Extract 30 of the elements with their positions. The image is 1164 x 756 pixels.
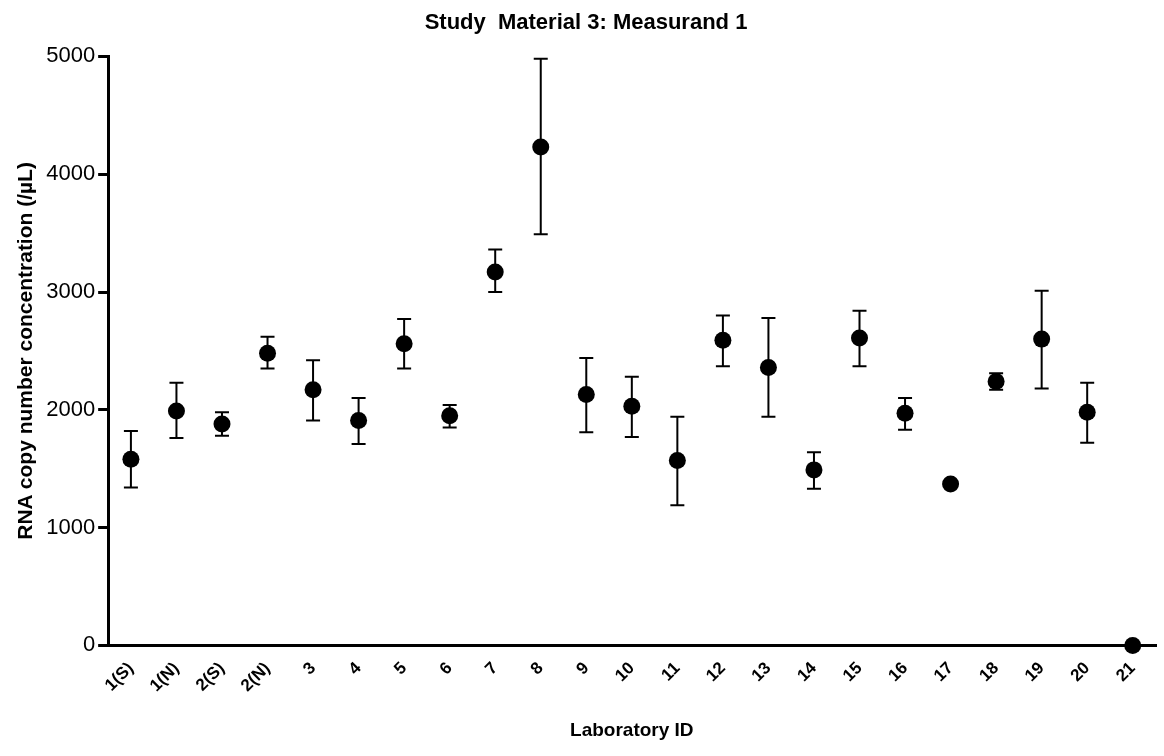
x-tick-label: 19 [1020, 658, 1048, 686]
chart-title: Study Material 3: Measurand 1 [424, 9, 748, 35]
x-tick-label: 13 [747, 658, 775, 686]
y-tick-label: 3000 [46, 278, 96, 304]
x-tick-label: 11 [657, 658, 684, 685]
point [1124, 636, 1142, 654]
x-tick-label: 20 [1066, 658, 1094, 686]
x-tick-label: 4 [344, 657, 366, 679]
x-tick-label: 15 [838, 658, 866, 686]
y-axis-title: RNA copy number concentration (/µL) [13, 162, 37, 540]
x-tick-label: 21 [1112, 658, 1139, 686]
x-tick-label: 14 [793, 657, 821, 686]
x-tick-label: 18 [975, 658, 1003, 686]
x-tick-label: 10 [611, 658, 638, 686]
y-tick-label: 2000 [46, 395, 96, 421]
x-tick-label: 17 [929, 658, 957, 686]
y-tick-label: 1000 [46, 513, 96, 539]
y-tick-label: 4000 [46, 160, 96, 186]
x-tick-label: 8 [526, 658, 547, 679]
x-tick-label: 12 [702, 658, 730, 686]
y-tick-label: 0 [82, 631, 96, 657]
x-tick-label: 5 [390, 658, 411, 679]
y-tick-label: 5000 [46, 42, 96, 68]
x-tick-label: 6 [435, 658, 456, 679]
x-tick-label: 3 [299, 658, 320, 679]
x-tick-label: 7 [481, 658, 502, 679]
x-tick-label: 16 [884, 658, 912, 686]
x-axis-title: Laboratory ID [570, 718, 694, 740]
x-tick-label: 9 [572, 658, 593, 679]
point [942, 475, 960, 493]
